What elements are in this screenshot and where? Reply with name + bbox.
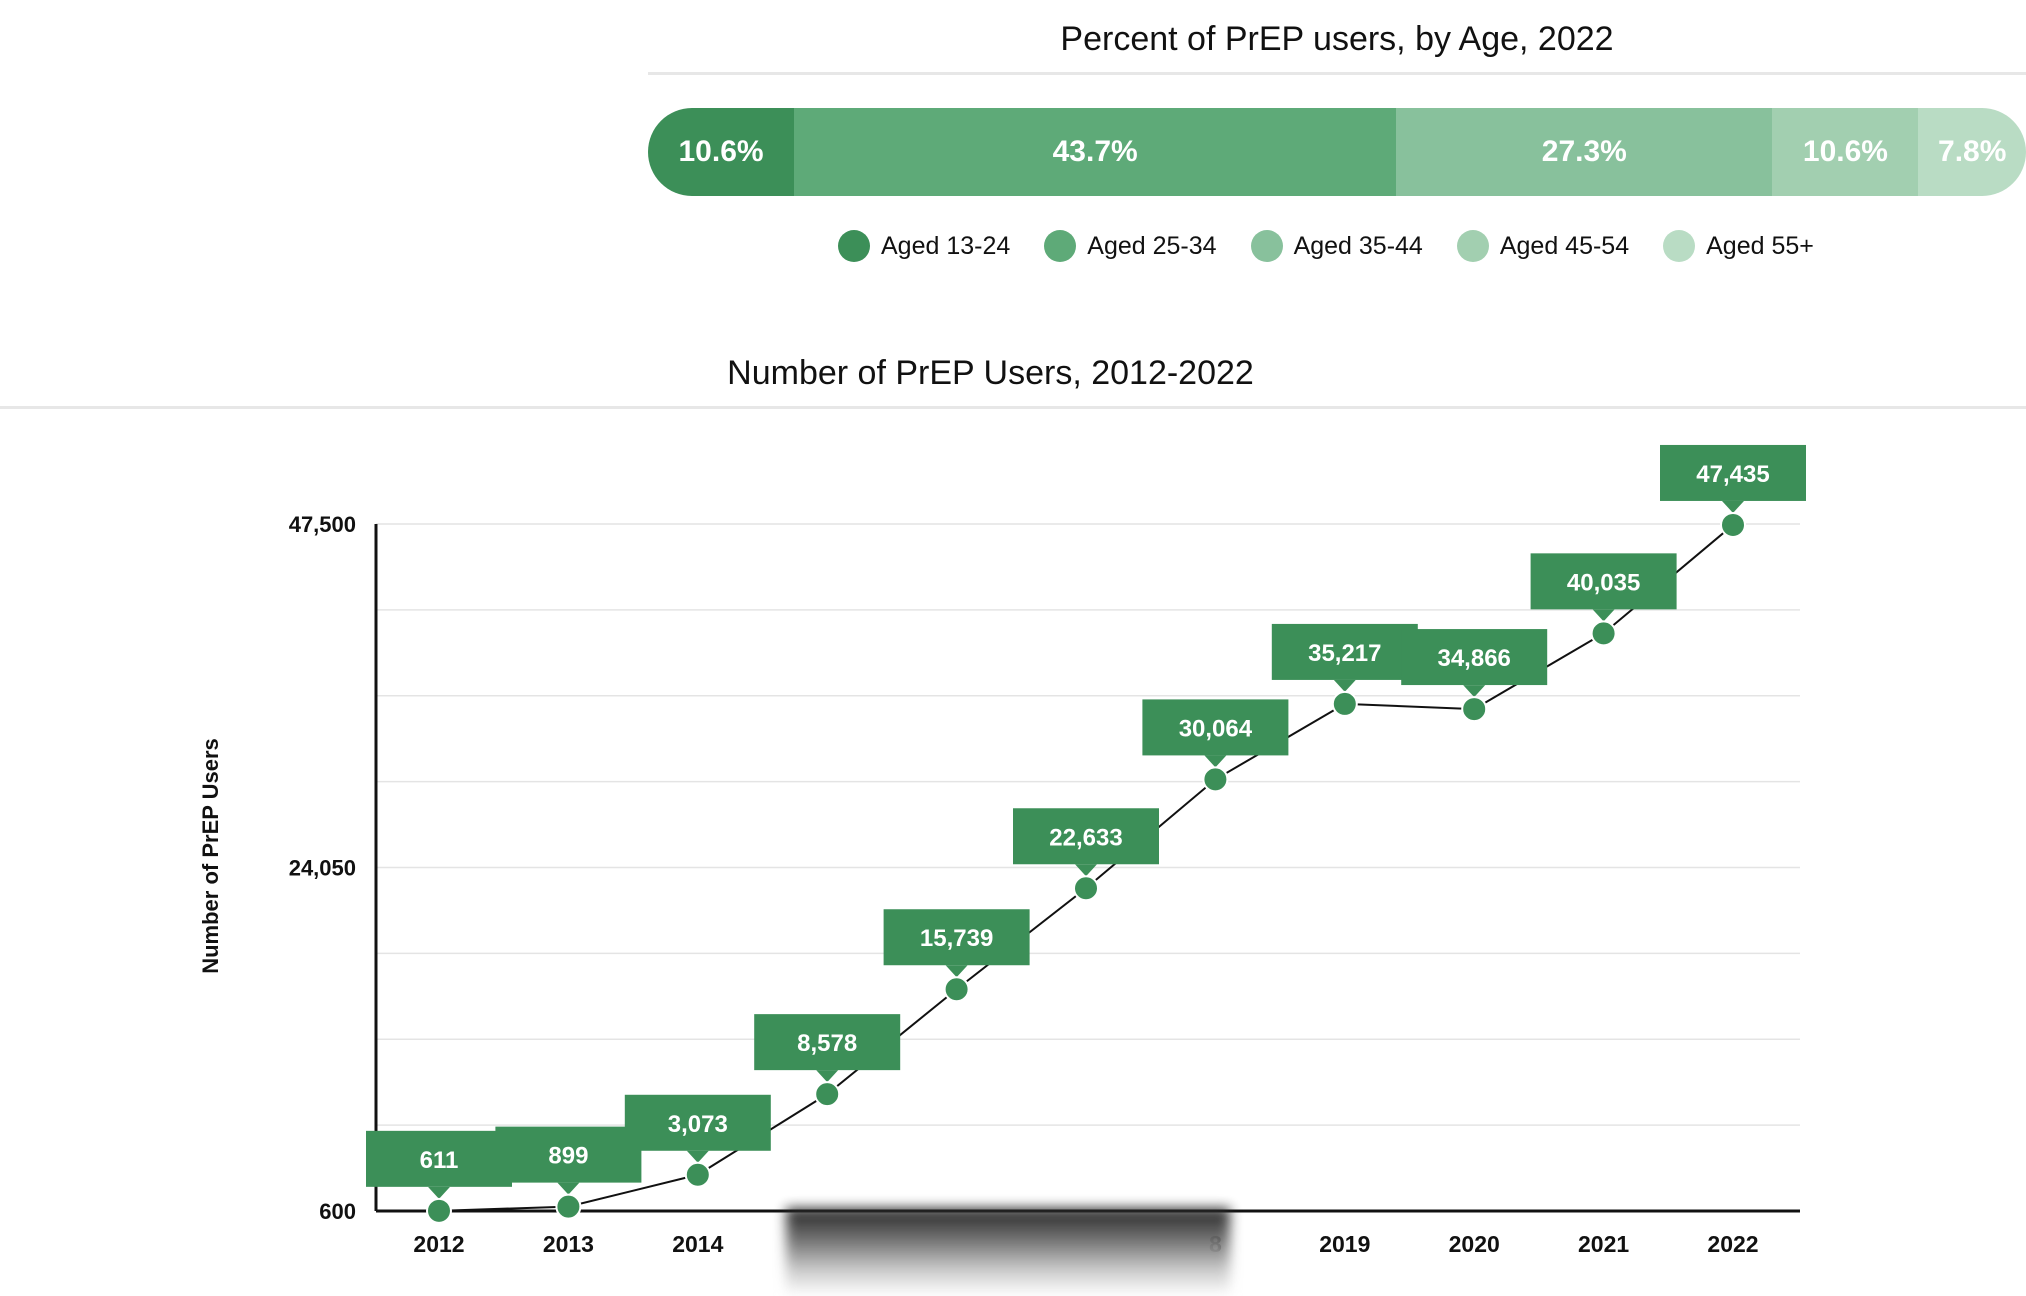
age-segment-0: 10.6% bbox=[648, 108, 795, 196]
data-label-callout: 22,633 bbox=[1013, 808, 1159, 877]
data-label: 22,633 bbox=[1049, 824, 1122, 851]
data-label-box bbox=[1660, 444, 1806, 501]
legend-label: Aged 25-34 bbox=[1087, 231, 1217, 260]
data-label-box bbox=[1013, 808, 1159, 865]
data-label-box bbox=[624, 1094, 771, 1151]
data-label-callout: 8,578 bbox=[754, 1014, 901, 1083]
data-label-pointer bbox=[557, 1182, 580, 1195]
line-chart-title-divider bbox=[0, 406, 2026, 409]
data-label-pointer bbox=[686, 1150, 709, 1163]
data-point bbox=[1461, 696, 1488, 723]
data-point bbox=[555, 1193, 582, 1220]
data-label-pointer bbox=[1722, 500, 1744, 513]
data-label-callout: 899 bbox=[495, 1126, 642, 1195]
data-label-pointer bbox=[1463, 685, 1486, 698]
data-label-box bbox=[1271, 623, 1418, 680]
data-label: 30,064 bbox=[1179, 715, 1253, 742]
age-segment-1: 43.7% bbox=[794, 108, 1397, 196]
data-point bbox=[814, 1081, 841, 1108]
age-segment-3: 10.6% bbox=[1772, 108, 1919, 196]
x-tick-label: 2022 bbox=[1707, 1231, 1758, 1257]
legend-item-4: Aged 55+ bbox=[1663, 230, 1814, 262]
age-chart-title: Percent of PrEP users, by Age, 2022 bbox=[1060, 20, 1614, 58]
x-tick-label: 2020 bbox=[1449, 1231, 1500, 1257]
data-label: 8,578 bbox=[797, 1030, 857, 1057]
legend-swatch bbox=[1663, 230, 1696, 262]
y-tick-label: 600 bbox=[319, 1199, 356, 1224]
legend-label: Aged 13-24 bbox=[881, 231, 1011, 260]
age-segment-2: 27.3% bbox=[1396, 108, 1773, 196]
data-label-pointer bbox=[1075, 864, 1097, 877]
data-point bbox=[1331, 690, 1358, 717]
data-label-callout: 34,866 bbox=[1401, 629, 1548, 698]
data-label-callout: 47,435 bbox=[1660, 444, 1806, 513]
x-tick-label: 2019 bbox=[1319, 1231, 1370, 1257]
data-label-callout: 611 bbox=[366, 1130, 512, 1199]
data-label-callout: 3,073 bbox=[624, 1094, 771, 1163]
age-stacked-bar: 10.6% 43.7% 27.3% 10.6% 7.8% bbox=[648, 108, 2026, 196]
data-label-callout: 30,064 bbox=[1142, 699, 1289, 768]
data-label: 611 bbox=[420, 1147, 459, 1174]
data-point bbox=[684, 1161, 711, 1188]
age-legend: Aged 13-24 Aged 25-34 Aged 35-44 Aged 45-54… bbox=[838, 226, 1848, 266]
legend-item-3: Aged 45-54 bbox=[1456, 230, 1630, 262]
data-point bbox=[943, 976, 970, 1003]
line-chart-title: Number of PrEP Users, 2012-2022 bbox=[727, 354, 1254, 392]
data-label-callout: 35,217 bbox=[1271, 623, 1418, 692]
data-label: 35,217 bbox=[1308, 640, 1381, 667]
x-tick-label: 2013 bbox=[543, 1231, 594, 1257]
data-label-box bbox=[754, 1014, 901, 1071]
data-label-pointer bbox=[428, 1186, 450, 1199]
legend-swatch bbox=[1044, 230, 1077, 262]
data-point bbox=[1073, 875, 1099, 902]
data-label-box bbox=[1530, 553, 1677, 610]
data-label-box bbox=[495, 1126, 642, 1183]
legend-item-1: Aged 25-34 bbox=[1044, 230, 1217, 262]
legend-swatch bbox=[838, 230, 870, 262]
legend-label: Aged 45-54 bbox=[1499, 231, 1630, 260]
data-label-pointer bbox=[1204, 755, 1227, 768]
legend-swatch bbox=[1456, 230, 1489, 262]
data-point bbox=[1590, 620, 1617, 647]
data-label-box bbox=[883, 909, 1030, 966]
legend-swatch bbox=[1250, 230, 1283, 262]
data-label-box bbox=[366, 1130, 512, 1187]
x-tick-label: 2012 bbox=[413, 1231, 464, 1257]
y-axis-title: Number of PrEP Users bbox=[198, 738, 223, 974]
data-label-pointer bbox=[1333, 679, 1356, 692]
data-label: 899 bbox=[548, 1143, 588, 1170]
y-tick-label: 24,050 bbox=[289, 856, 356, 881]
data-point bbox=[426, 1197, 452, 1224]
data-label-box bbox=[1142, 699, 1289, 756]
x-tick-label: 2014 bbox=[672, 1231, 723, 1257]
age-segment-4: 7.8% bbox=[1918, 108, 2026, 196]
x-tick-label: 2021 bbox=[1578, 1231, 1629, 1257]
data-label-callout: 40,035 bbox=[1530, 553, 1677, 622]
age-chart-title-divider bbox=[648, 72, 2026, 75]
y-tick-label: 47,500 bbox=[289, 512, 356, 537]
data-label: 34,866 bbox=[1437, 645, 1510, 672]
legend-label: Aged 35-44 bbox=[1293, 231, 1423, 260]
age-chart: Percent of PrEP users, by Age, 2022 10.6… bbox=[648, 0, 2026, 290]
data-label: 47,435 bbox=[1696, 461, 1769, 488]
obscured-axis-region bbox=[786, 1208, 1230, 1296]
data-label: 40,035 bbox=[1567, 569, 1640, 596]
legend-item-0: Aged 13-24 bbox=[838, 230, 1010, 262]
data-label-callout: 15,739 bbox=[883, 909, 1030, 978]
data-point bbox=[1202, 766, 1229, 793]
legend-item-2: Aged 35-44 bbox=[1250, 230, 1423, 262]
legend-label: Aged 55+ bbox=[1706, 231, 1814, 260]
data-label-pointer bbox=[816, 1070, 839, 1083]
data-label: 3,073 bbox=[668, 1111, 728, 1138]
data-point bbox=[1720, 511, 1746, 538]
data-label-pointer bbox=[1592, 609, 1615, 622]
data-label-box bbox=[1401, 629, 1548, 686]
data-label-pointer bbox=[945, 965, 968, 978]
data-label: 15,739 bbox=[920, 925, 993, 952]
